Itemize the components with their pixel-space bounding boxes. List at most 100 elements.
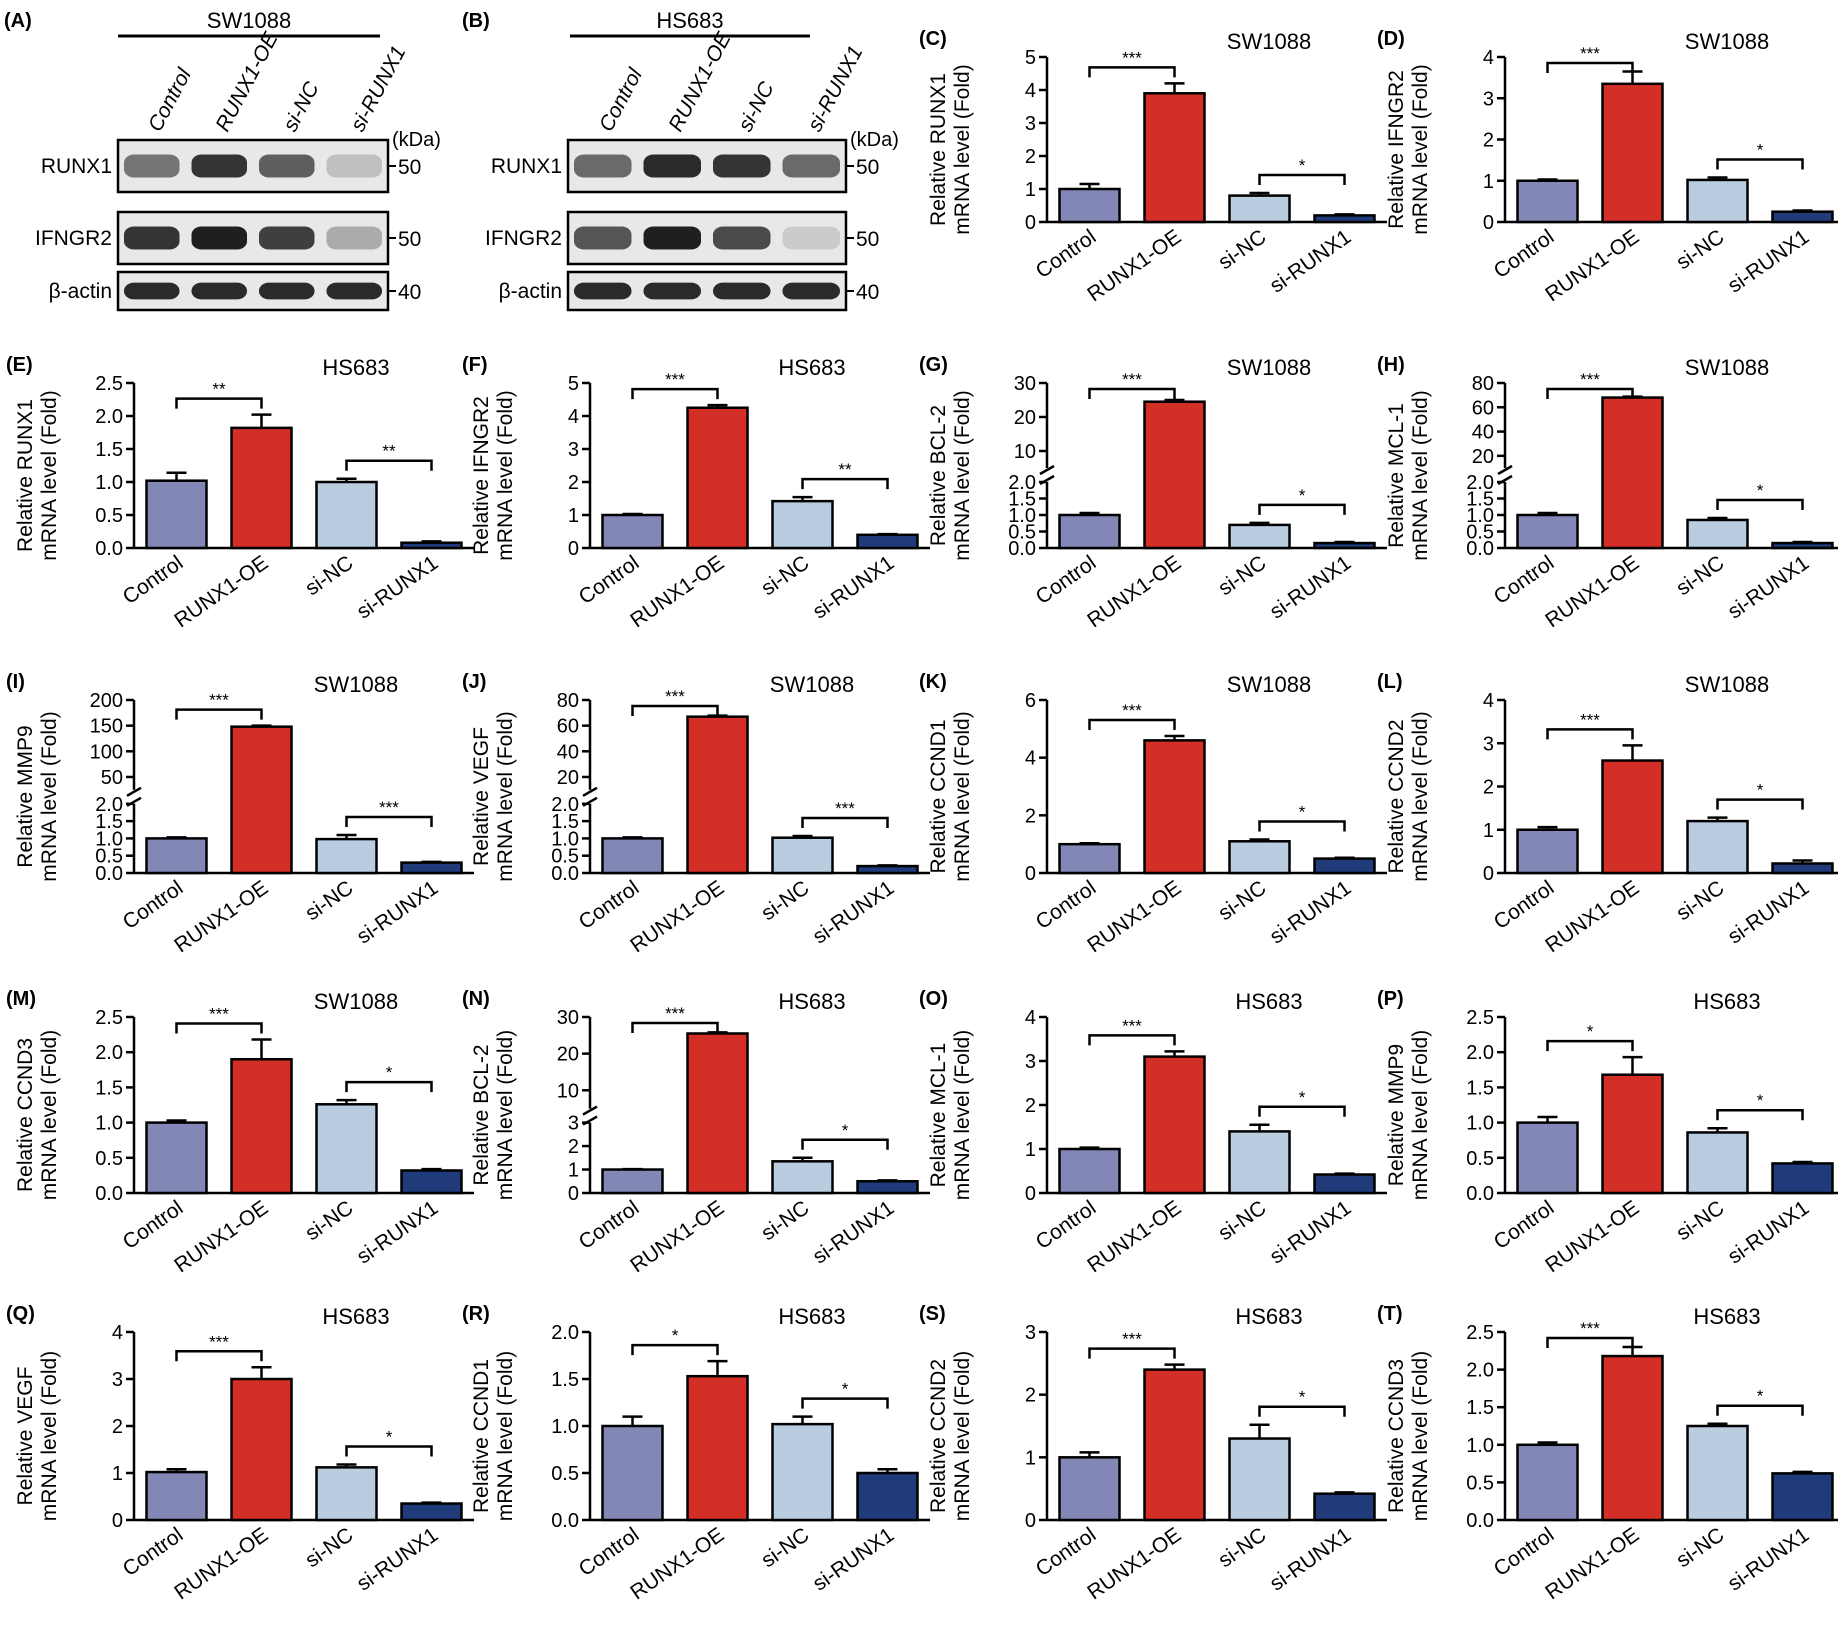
- bar: [1601, 759, 1664, 875]
- x-tick-label: si-NC: [757, 876, 813, 925]
- y-axis-label-line2: mRNA level (Fold): [951, 1351, 974, 1521]
- bar: [1228, 194, 1291, 224]
- x-tick-label: si-RUNX1: [1266, 551, 1356, 623]
- y-tick-label: 1.0: [95, 472, 123, 494]
- significance-bracket: [175, 1350, 263, 1362]
- y-tick-label: 200: [90, 690, 123, 712]
- y-tick-label: 1.5: [95, 811, 123, 833]
- chart-title: HS683: [778, 989, 845, 1014]
- blot-band: [713, 282, 771, 300]
- y-tick-label: 4: [1483, 47, 1494, 69]
- axis-break-mark: [582, 786, 598, 797]
- bar: [1143, 1368, 1206, 1522]
- significance-bracket: [175, 1022, 263, 1034]
- y-axis-label: Relative MMP9: [1385, 1044, 1408, 1186]
- y-tick-label: 1.0: [1466, 505, 1494, 527]
- y-tick-label: 0.5: [551, 846, 579, 868]
- y-tick-label: 4: [1025, 1007, 1036, 1029]
- blot-band: [191, 226, 247, 250]
- y-tick-label: 0.5: [95, 846, 123, 868]
- x-tick-label: Control: [1490, 551, 1559, 609]
- blot-band: [643, 226, 701, 250]
- bar: [315, 837, 378, 875]
- y-tick-label: 0.5: [95, 1148, 123, 1170]
- bar: [1058, 1456, 1121, 1522]
- y-axis-label-line2: mRNA level (Fold): [1409, 1030, 1432, 1200]
- bar: [771, 836, 834, 875]
- chart-title: HS683: [322, 355, 389, 380]
- chart-l: (L) SW1088 Relative CCND2 mRNA level (Fold)…: [1377, 671, 1838, 957]
- x-tick-label: si-NC: [1214, 1196, 1270, 1245]
- significance-marker: *: [1299, 803, 1306, 822]
- significance-bracket: [631, 1021, 719, 1033]
- y-axis-label: Relative RUNX1: [14, 399, 37, 552]
- bar: [315, 1103, 378, 1195]
- bar: [1686, 518, 1749, 550]
- x-tick-label: si-RUNX1: [1724, 225, 1814, 297]
- y-tick-label: 4: [112, 1322, 123, 1344]
- chart-title: SW1088: [1685, 672, 1769, 697]
- bar: [771, 499, 834, 550]
- bar: [1686, 1131, 1749, 1195]
- chart-title: SW1088: [314, 989, 398, 1014]
- bar: [400, 1502, 463, 1522]
- blot-band: [191, 154, 247, 178]
- x-tick-label: Control: [119, 551, 188, 609]
- panel-label: (O): [919, 988, 948, 1010]
- lane-label: si-NC: [279, 77, 324, 135]
- y-tick-label: 1.5: [95, 1077, 123, 1099]
- blot-protein-label: RUNX1: [41, 155, 112, 178]
- y-axis-label: Relative MCL-1: [1385, 403, 1408, 548]
- bar: [1686, 178, 1749, 224]
- blot-band: [124, 282, 180, 300]
- x-tick-label: si-RUNX1: [1724, 1196, 1814, 1268]
- blot-band: [782, 226, 840, 250]
- blot-band: [782, 282, 840, 300]
- x-tick-label: si-RUNX1: [809, 876, 899, 948]
- x-tick-label: Control: [119, 1196, 188, 1254]
- chart-q: (Q) HS683 Relative VEGF mRNA level (Fold) 0 1…: [6, 1303, 474, 1604]
- significance-bracket: [1716, 1404, 1804, 1416]
- blot-band: [124, 226, 180, 250]
- panel-label: (P): [1377, 988, 1404, 1010]
- x-tick-label: si-RUNX1: [809, 551, 899, 623]
- bar: [1516, 513, 1579, 550]
- y-tick-label: 1.0: [95, 828, 123, 850]
- x-tick-label: RUNX1-OE: [1083, 1523, 1185, 1604]
- x-tick-label: si-RUNX1: [809, 1523, 899, 1595]
- panel-label: (E): [6, 354, 33, 376]
- y-axis-label: Relative CCND1: [470, 1359, 493, 1513]
- significance-bracket: [1258, 1405, 1346, 1417]
- y-tick-label: 20: [1014, 407, 1036, 429]
- bar: [1313, 857, 1376, 875]
- significance-bracket: [1546, 728, 1634, 740]
- bar: [1516, 828, 1579, 875]
- chart-p: (P) HS683 Relative MMP9 mRNA level (Fold) 0.…: [1377, 988, 1838, 1277]
- chart-d: (D) SW1088 Relative IFNGR2 mRNA level (Fold…: [1377, 28, 1838, 306]
- bar: [145, 837, 208, 875]
- kda-marker: 50: [398, 156, 421, 179]
- bar: [230, 725, 293, 875]
- lane-label: Control: [144, 64, 197, 136]
- y-tick-label: 3: [1025, 1322, 1036, 1344]
- y-tick-label: 2.0: [551, 794, 579, 816]
- y-tick-label: 2: [1483, 130, 1494, 152]
- y-tick-label: 60: [1472, 397, 1494, 419]
- y-tick-label: 1.5: [551, 811, 579, 833]
- x-tick-label: si-NC: [301, 1196, 357, 1245]
- significance-marker: *: [386, 1428, 393, 1447]
- significance-bracket: [1716, 1108, 1804, 1121]
- significance-bracket: [1546, 1039, 1634, 1052]
- y-axis-label-line2: mRNA level (Fold): [1409, 1351, 1432, 1521]
- significance-marker: **: [838, 460, 852, 479]
- significance-bracket: [1088, 718, 1176, 731]
- significance-marker: ***: [209, 1332, 229, 1351]
- kda-marker: 50: [398, 228, 421, 251]
- axis-break-mark: [1039, 464, 1055, 476]
- significance-bracket: [345, 459, 433, 471]
- significance-bracket: [1546, 387, 1634, 399]
- bar: [856, 1471, 919, 1522]
- panel-label: (T): [1377, 1303, 1403, 1325]
- significance-marker: **: [382, 442, 396, 461]
- bar: [1228, 1130, 1291, 1195]
